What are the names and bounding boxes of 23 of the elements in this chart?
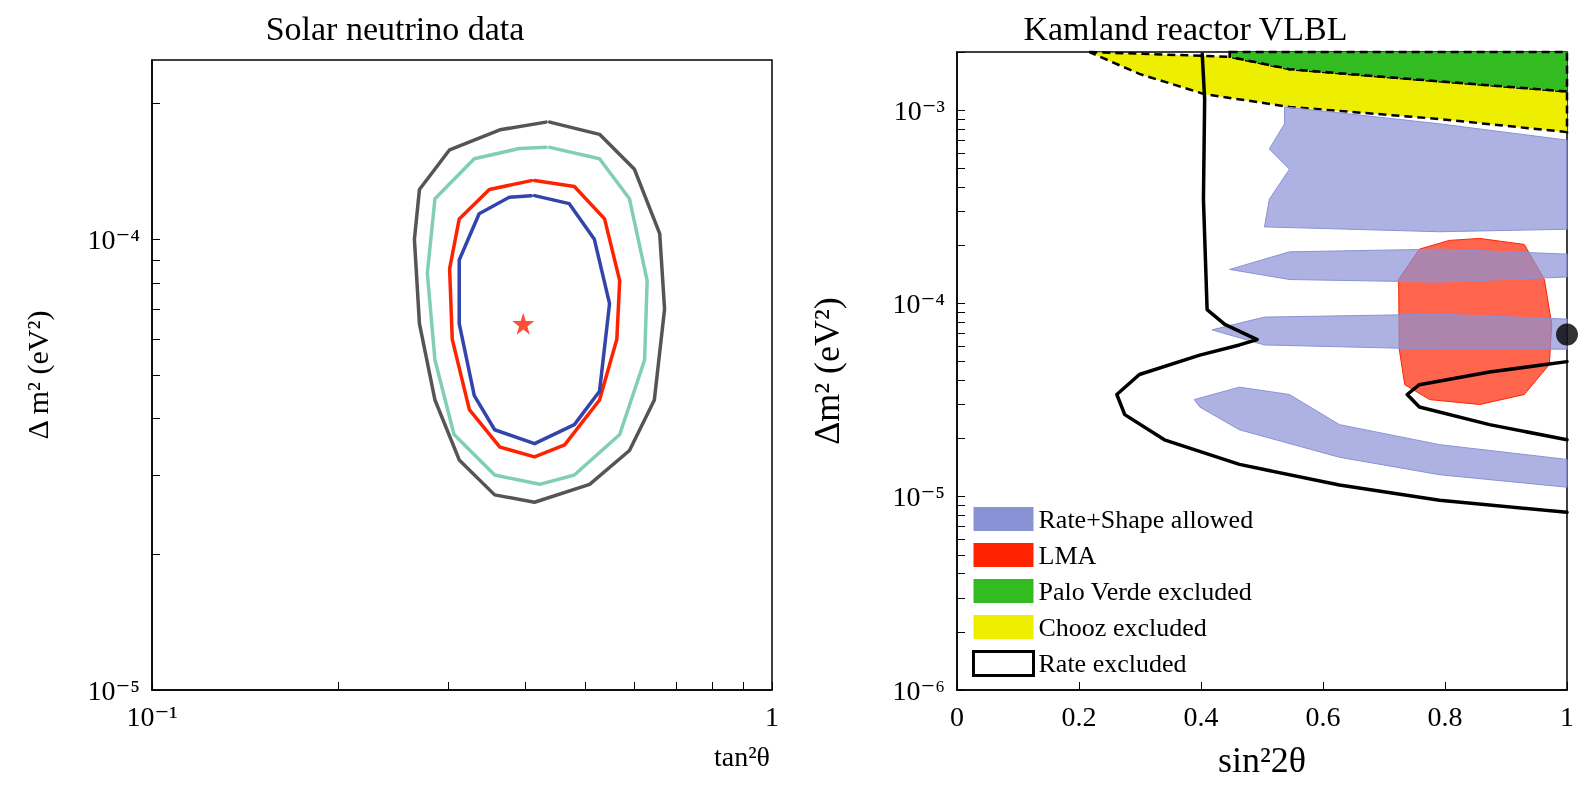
chart-title: Solar neutrino data xyxy=(265,9,525,47)
y-tick-label: 10⁻⁶ xyxy=(892,674,945,706)
x-tick-label: 0.4 xyxy=(1183,700,1219,732)
legend-label: Palo Verde excluded xyxy=(1038,576,1252,606)
chart-title: Kamland reactor VLBL xyxy=(1023,9,1348,47)
y-tick-label: 10⁻⁴ xyxy=(87,223,140,255)
y-axis-title: Δm² (eV²) xyxy=(807,297,847,445)
y-tick-label: 10⁻⁵ xyxy=(892,481,945,513)
y-tick-label: 10⁻³ xyxy=(893,94,945,126)
legend-label: LMA xyxy=(1038,540,1097,570)
x-tick-label: 0 xyxy=(950,700,964,732)
legend-label: Rate+Shape allowed xyxy=(1038,504,1254,534)
legend-label: Rate excluded xyxy=(1038,649,1187,678)
y-tick-label: 10⁻⁴ xyxy=(892,287,945,319)
x-tick-label: 1 xyxy=(1560,700,1574,732)
x-tick-label: 0.6 xyxy=(1305,700,1341,732)
x-axis-title: sin²2θ xyxy=(1217,740,1307,780)
legend-label: Chooz excluded xyxy=(1038,612,1207,642)
y-axis-title: Δ m² (eV²) xyxy=(20,310,55,440)
x-tick-label: 1 xyxy=(765,700,779,732)
x-tick-label: 0.2 xyxy=(1061,700,1097,732)
x-axis-title: tan²θ xyxy=(713,740,770,772)
x-tick-label: 0.8 xyxy=(1427,700,1463,732)
